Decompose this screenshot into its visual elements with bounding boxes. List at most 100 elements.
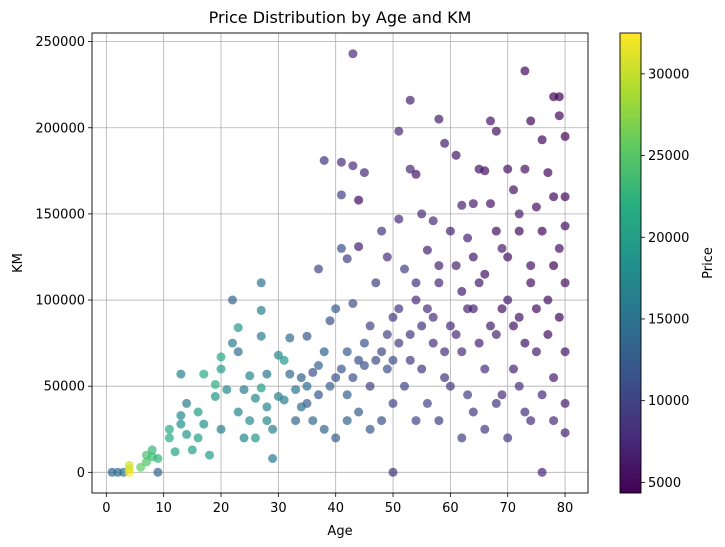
data-point	[428, 216, 438, 226]
data-point	[509, 185, 518, 195]
data-point	[216, 424, 226, 434]
data-point	[354, 195, 364, 205]
data-point	[382, 364, 392, 374]
colorbar: 5000 10000 15000 20000 25000 30000 Price	[619, 32, 716, 494]
data-point	[348, 373, 358, 383]
data-point	[514, 209, 524, 219]
data-point	[560, 398, 570, 408]
data-point	[377, 347, 387, 357]
data-point	[136, 462, 146, 472]
data-point	[543, 168, 553, 178]
data-point	[451, 330, 461, 339]
data-point	[216, 352, 226, 362]
colorbar-tick-label: 15000	[648, 312, 689, 327]
data-point	[554, 111, 564, 121]
data-point	[480, 269, 490, 279]
y-tick-label: 0	[77, 466, 85, 481]
data-point	[268, 454, 278, 463]
data-point	[371, 355, 381, 365]
data-point	[199, 419, 209, 429]
x-tick-label: 10	[155, 501, 172, 516]
data-point	[388, 312, 398, 322]
data-point	[503, 295, 513, 305]
x-tick-label: 80	[557, 501, 574, 516]
data-point	[451, 261, 461, 271]
data-point	[514, 312, 524, 322]
data-point	[468, 252, 478, 262]
data-point	[359, 168, 369, 178]
data-point	[405, 330, 415, 339]
data-point	[463, 233, 473, 243]
data-point	[526, 261, 536, 271]
data-point	[199, 369, 209, 379]
data-point	[417, 321, 427, 331]
data-point	[422, 304, 432, 314]
y-tick-label: 200000	[35, 121, 85, 136]
data-point	[560, 278, 570, 288]
data-point	[354, 407, 364, 417]
data-point	[279, 355, 289, 365]
y-axis-label: KM	[11, 253, 26, 273]
data-point	[411, 278, 421, 288]
data-point	[457, 433, 467, 443]
data-point	[388, 467, 398, 477]
data-point	[262, 416, 272, 426]
data-point	[440, 373, 450, 383]
data-point	[434, 416, 444, 426]
data-point	[331, 304, 341, 314]
data-point	[554, 92, 564, 102]
data-point	[411, 295, 421, 305]
data-point	[233, 407, 243, 417]
data-point	[486, 199, 495, 209]
data-point	[491, 330, 501, 339]
plot-frame	[91, 32, 589, 494]
colorbar-gradient	[620, 33, 641, 493]
data-point	[308, 416, 318, 426]
data-point	[422, 245, 432, 255]
data-point	[187, 445, 197, 455]
data-point	[411, 416, 421, 426]
data-point	[285, 369, 295, 379]
data-point	[296, 373, 306, 383]
colorbar-tick-label: 10000	[648, 394, 689, 409]
data-point	[428, 338, 438, 348]
colorbar-label: Price	[701, 247, 716, 279]
chart-title: Price Distribution by Age and KM	[209, 8, 472, 27]
data-point	[394, 214, 404, 224]
data-point	[314, 264, 323, 274]
data-point	[359, 338, 369, 348]
data-point	[336, 364, 346, 374]
data-point	[405, 95, 415, 105]
x-tick-label: 70	[499, 501, 516, 516]
data-point	[228, 338, 237, 348]
data-point	[520, 338, 530, 348]
colorbar-tick-label: 20000	[648, 231, 689, 246]
x-tick-label: 0	[102, 501, 110, 516]
data-point	[480, 166, 490, 176]
data-point	[142, 457, 151, 467]
data-point	[371, 278, 381, 288]
data-point	[560, 221, 570, 231]
data-point	[336, 243, 346, 253]
data-point	[445, 381, 455, 391]
data-point	[342, 390, 352, 400]
data-point	[560, 192, 570, 202]
data-point	[233, 323, 243, 333]
data-point	[164, 433, 174, 443]
data-point	[543, 330, 553, 339]
data-point	[331, 373, 341, 383]
data-point	[537, 390, 547, 400]
data-point	[314, 390, 323, 400]
data-point	[463, 390, 473, 400]
data-point	[486, 321, 495, 331]
data-point	[491, 126, 501, 136]
data-point	[405, 164, 415, 174]
data-point	[279, 395, 289, 405]
x-axis-ticks: 0 10 20 30 40 50 60 70 80	[102, 493, 573, 516]
data-point	[233, 347, 243, 357]
data-point	[549, 416, 559, 426]
data-point	[560, 428, 570, 438]
y-axis-ticks: 0 50000 100000 150000 200000 250000	[35, 35, 92, 481]
data-point	[176, 411, 186, 420]
